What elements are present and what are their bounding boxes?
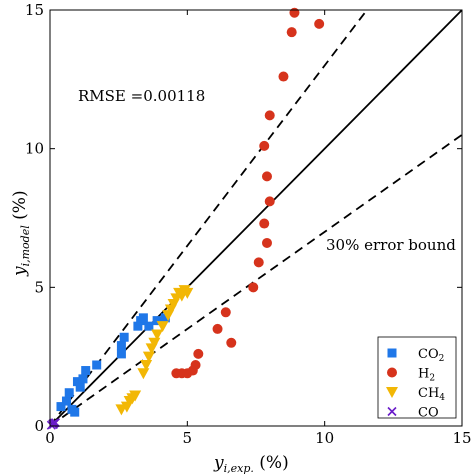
data-point xyxy=(264,196,275,207)
legend-marker-co xyxy=(387,406,397,417)
data-points xyxy=(46,7,325,430)
x-axis: 0 5 10 15 xyxy=(45,10,472,447)
legend-marker-h2 xyxy=(387,367,397,378)
data-point xyxy=(56,402,66,412)
data-point xyxy=(116,341,126,351)
data-point xyxy=(142,351,155,363)
y-tick-label: 15 xyxy=(25,1,44,19)
data-point xyxy=(212,323,223,334)
data-point xyxy=(48,420,58,430)
series-ch4 xyxy=(115,285,194,416)
data-point xyxy=(181,287,194,299)
legend-label-ch4: CH4 xyxy=(418,386,445,403)
series-h2 xyxy=(171,7,325,379)
upper-bound-line xyxy=(50,10,369,426)
x-tick-label: 5 xyxy=(183,429,193,447)
legend: CO2 H2 CH4 CO xyxy=(377,336,457,421)
data-point xyxy=(156,321,169,333)
y-tick-label: 10 xyxy=(25,140,44,158)
data-point xyxy=(151,329,164,341)
data-point xyxy=(286,27,297,38)
data-point xyxy=(81,366,91,376)
data-point xyxy=(78,374,88,384)
y-axis-label-unit: (%) xyxy=(10,190,30,225)
data-point xyxy=(133,321,143,331)
error-bound-annotation: 30% error bound xyxy=(326,236,456,254)
legend-label-co2: CO2 xyxy=(418,347,444,364)
y-axis-label-base: y xyxy=(10,266,30,277)
y-tick-label: 0 xyxy=(34,417,44,435)
plot-frame xyxy=(49,9,463,427)
data-point xyxy=(190,359,201,370)
legend-label-h2: H2 xyxy=(418,367,435,384)
data-point xyxy=(64,388,74,398)
data-point xyxy=(259,218,270,229)
x-axis-label-base: y xyxy=(213,453,224,473)
x-tick-label: 0 xyxy=(45,429,55,447)
y-axis: 0 5 10 15 xyxy=(25,1,462,435)
legend-label-co: CO xyxy=(418,406,439,421)
x-axis-label: yi,exp. (%) xyxy=(213,453,289,474)
legend-marker-co2 xyxy=(387,348,397,358)
x-tick-label: 10 xyxy=(315,429,334,447)
data-point xyxy=(248,282,259,293)
data-point xyxy=(193,348,204,359)
rmse-annotation: RMSE =0.00118 xyxy=(78,87,205,105)
data-point xyxy=(278,71,289,82)
data-point xyxy=(119,332,129,342)
y-tick-label: 5 xyxy=(34,278,44,296)
data-point xyxy=(70,407,80,417)
data-point xyxy=(72,377,82,387)
data-point xyxy=(261,237,272,248)
data-point xyxy=(140,359,153,371)
series-co2 xyxy=(56,313,170,417)
data-point xyxy=(160,313,170,323)
series-co xyxy=(46,418,61,430)
data-point xyxy=(116,349,126,359)
data-point xyxy=(264,110,275,121)
legend-marker-ch4 xyxy=(386,387,398,398)
data-point xyxy=(92,360,102,370)
x-axis-label-sub: i,exp. xyxy=(224,462,254,474)
data-point xyxy=(144,321,154,331)
x-axis-label-unit: (%) xyxy=(254,453,289,473)
data-point xyxy=(261,171,272,182)
data-point xyxy=(259,140,270,151)
y-axis-label: yi,model (%) xyxy=(10,190,32,277)
data-point xyxy=(61,396,71,406)
data-point xyxy=(220,307,231,318)
data-point xyxy=(253,257,264,268)
data-point xyxy=(152,316,162,326)
data-point xyxy=(75,382,85,392)
data-point xyxy=(314,18,325,29)
data-point xyxy=(289,7,300,18)
data-point xyxy=(138,313,148,323)
x-tick-label: 15 xyxy=(452,429,471,447)
data-point xyxy=(148,337,161,349)
y-axis-label-sub: i,model xyxy=(19,225,32,267)
data-point xyxy=(226,337,237,348)
data-point xyxy=(137,368,150,380)
lower-bound-line xyxy=(50,134,462,426)
data-point xyxy=(129,390,142,402)
